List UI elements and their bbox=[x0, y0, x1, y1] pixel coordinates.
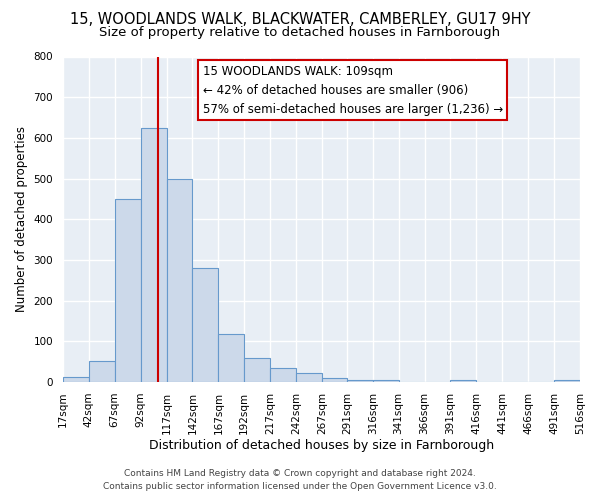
Text: Contains HM Land Registry data © Crown copyright and database right 2024.
Contai: Contains HM Land Registry data © Crown c… bbox=[103, 469, 497, 491]
Bar bbox=[296, 373, 322, 382]
Bar bbox=[373, 380, 398, 382]
Bar bbox=[270, 368, 296, 382]
Text: 15 WOODLANDS WALK: 109sqm
← 42% of detached houses are smaller (906)
57% of semi: 15 WOODLANDS WALK: 109sqm ← 42% of detac… bbox=[203, 64, 503, 116]
Text: 15, WOODLANDS WALK, BLACKWATER, CAMBERLEY, GU17 9HY: 15, WOODLANDS WALK, BLACKWATER, CAMBERLE… bbox=[70, 12, 530, 28]
Bar bbox=[244, 358, 270, 382]
Bar bbox=[451, 380, 476, 382]
Bar bbox=[63, 377, 89, 382]
X-axis label: Distribution of detached houses by size in Farnborough: Distribution of detached houses by size … bbox=[149, 440, 494, 452]
Y-axis label: Number of detached properties: Number of detached properties bbox=[15, 126, 28, 312]
Bar bbox=[347, 380, 373, 382]
Bar bbox=[167, 178, 193, 382]
Bar bbox=[193, 268, 218, 382]
Bar bbox=[322, 378, 347, 382]
Bar bbox=[140, 128, 167, 382]
Bar bbox=[218, 334, 244, 382]
Bar bbox=[89, 361, 115, 382]
Bar bbox=[554, 380, 580, 382]
Bar bbox=[115, 199, 140, 382]
Text: Size of property relative to detached houses in Farnborough: Size of property relative to detached ho… bbox=[100, 26, 500, 39]
